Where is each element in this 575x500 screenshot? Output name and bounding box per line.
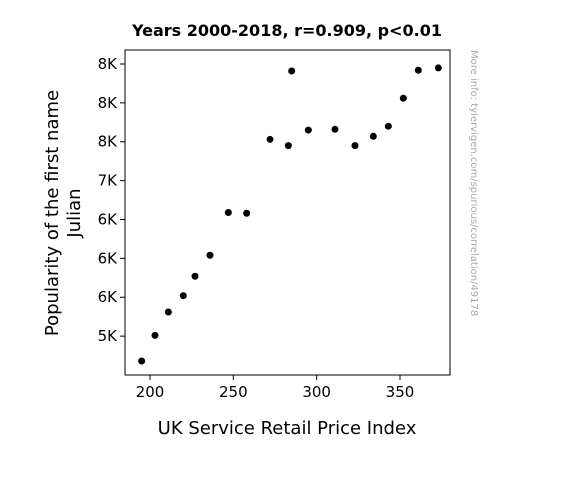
y-axis-label-line-2: Julian xyxy=(64,188,85,238)
data-point xyxy=(179,292,187,300)
chart-title: Years 2000-2018, r=0.909, p<0.01 xyxy=(131,21,442,40)
data-point xyxy=(206,251,214,259)
y-tick-label: 6K xyxy=(98,249,119,267)
data-point xyxy=(191,272,199,280)
x-axis: 200 250 300 350 xyxy=(136,375,415,401)
data-point xyxy=(414,66,422,74)
data-point xyxy=(331,125,339,133)
y-tick-label: 7K xyxy=(98,172,119,190)
y-tick-label: 8K xyxy=(98,55,119,73)
y-tick-label: 5K xyxy=(98,327,119,345)
data-point xyxy=(243,209,251,217)
x-tick-label: 200 xyxy=(136,383,165,401)
data-point xyxy=(164,308,172,316)
x-axis-label: UK Service Retail Price Index xyxy=(158,418,417,439)
y-tick-label: 8K xyxy=(98,133,119,151)
y-axis-label-line-1: Popularity of the first name xyxy=(42,90,63,336)
y-axis-label: Popularity of the first name Julian xyxy=(42,90,85,336)
x-tick-label: 250 xyxy=(219,383,248,401)
data-point xyxy=(384,122,392,130)
x-tick-label: 350 xyxy=(386,383,415,401)
watermark-text: More info: tylervigen.com/spurious/corre… xyxy=(468,50,479,316)
data-point xyxy=(288,67,296,75)
data-point xyxy=(369,132,377,140)
data-point xyxy=(434,64,442,72)
data-point xyxy=(138,357,146,365)
y-axis: 5K 6K 6K 6K 7K 8K 8K 8K xyxy=(98,55,125,345)
data-point xyxy=(351,142,359,150)
data-point xyxy=(399,94,407,102)
y-tick-label: 8K xyxy=(98,94,119,112)
plot-area xyxy=(124,49,451,376)
data-point xyxy=(284,142,292,150)
data-point xyxy=(151,331,159,339)
data-points xyxy=(138,64,442,365)
data-point xyxy=(224,209,232,216)
y-tick-label: 6K xyxy=(98,210,119,228)
y-tick-label: 6K xyxy=(98,288,119,306)
x-tick-label: 300 xyxy=(302,383,331,401)
data-point xyxy=(304,126,312,134)
data-point xyxy=(266,135,274,143)
